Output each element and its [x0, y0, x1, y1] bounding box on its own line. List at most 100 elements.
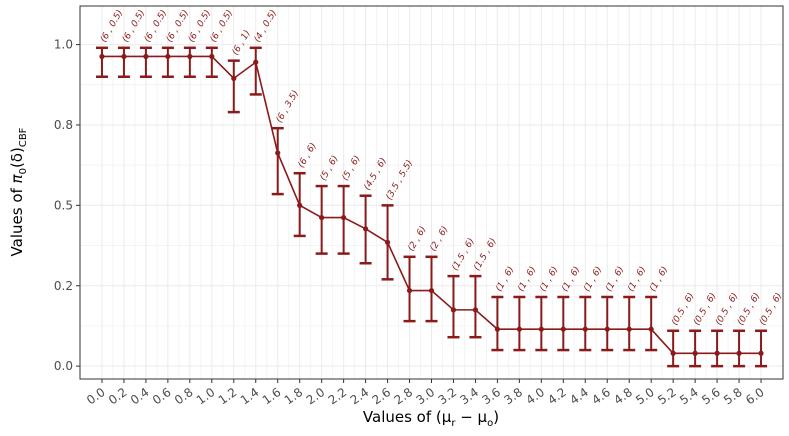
y-axis-title-sub-0: 0 [18, 168, 29, 174]
error-bar [469, 274, 482, 339]
data-point [428, 287, 435, 294]
data-point [648, 326, 654, 332]
data-point [341, 214, 347, 221]
x-tick-label: 4.4 [567, 385, 591, 407]
error-bar [117, 46, 130, 78]
error-bar [271, 126, 284, 196]
x-tick-label: 0.2 [106, 385, 130, 407]
x-tick-label: 1.8 [282, 385, 306, 407]
x-tick-label: 1.4 [238, 385, 262, 407]
data-point [406, 287, 413, 294]
x-axis-title-suffix: ) [493, 408, 499, 426]
y-tick-label: 0.2 [54, 279, 73, 293]
data-point [582, 326, 588, 332]
error-bar [711, 329, 724, 368]
x-axis-title-minus: − [455, 408, 477, 426]
error-bar [601, 295, 614, 352]
error-bar [205, 46, 218, 78]
y-axis-title-pi: π [8, 173, 26, 183]
error-bar [139, 46, 152, 78]
data-point [297, 202, 303, 208]
y-axis-title-sub-cbf: CBF [18, 127, 29, 147]
x-tick-label: 5.4 [677, 385, 701, 407]
data-point [99, 53, 105, 60]
data-point [494, 326, 501, 332]
x-tick-label: 0.0 [84, 385, 108, 407]
y-tick-label: 1.0 [54, 38, 73, 52]
error-bar [579, 295, 592, 352]
x-tick-label: 2.6 [370, 385, 394, 407]
error-bar [183, 46, 196, 78]
x-tick-label: 2.8 [392, 385, 416, 407]
x-tick-label: 2.2 [326, 385, 350, 407]
error-bar [95, 46, 108, 78]
x-tick-label: 1.6 [260, 385, 284, 407]
minor-grid [80, 6, 783, 379]
data-point [275, 150, 281, 156]
x-axis-title-mu-o: μ [478, 408, 488, 426]
data-point [516, 326, 522, 332]
x-axis-title-sub-r: r [451, 418, 456, 429]
data-point [187, 53, 193, 60]
data-point [121, 53, 127, 60]
data-point [231, 75, 237, 81]
error-bar [447, 274, 460, 339]
x-tick-label: 0.8 [172, 385, 196, 407]
x-tick-label: 5.6 [699, 385, 723, 407]
error-bar [227, 59, 240, 114]
x-axis-title-mu-r: μ [442, 408, 452, 426]
y-axis-title-delta: (δ) [8, 147, 26, 168]
x-tick-label: 1.0 [194, 385, 218, 407]
data-point [560, 326, 566, 332]
x-tick-label: 4.0 [523, 385, 547, 407]
x-tick-label: 3.6 [479, 385, 503, 407]
y-tick-label: 0.5 [54, 198, 73, 212]
data-point [450, 307, 457, 313]
x-tick-label: 0.4 [128, 385, 152, 407]
data-point [384, 239, 391, 245]
data-point [758, 350, 764, 356]
x-tick-label: 6.0 [743, 385, 767, 407]
data-point [626, 326, 632, 332]
error-bar [689, 329, 702, 368]
data-point [165, 53, 171, 60]
data-points [99, 53, 764, 356]
error-bar [733, 329, 746, 368]
error-bar [513, 295, 526, 352]
x-tick-label: 0.6 [150, 385, 174, 407]
y-axis-title: Values of π0(δ)CBF [8, 127, 29, 256]
y-tick-label: 0.0 [54, 359, 73, 373]
x-tick-label: 4.2 [545, 385, 569, 407]
data-point [143, 53, 149, 60]
error-bar [755, 329, 768, 368]
data-point [472, 307, 479, 313]
data-point [538, 326, 544, 332]
x-tick-label: 3.2 [436, 385, 460, 407]
data-point [319, 214, 325, 221]
error-bar [491, 295, 504, 352]
x-axis-title: Values of (μr − μo) [363, 408, 499, 429]
x-tick-label: 4.6 [589, 385, 613, 407]
x-tick-label: 2.0 [304, 385, 328, 407]
y-tick-label: 0.8 [54, 118, 73, 132]
x-tick-label: 5.0 [633, 385, 657, 407]
x-tick-label: 3.4 [457, 385, 481, 407]
x-axis-title-sub-o: o [487, 418, 493, 429]
error-bars [95, 46, 768, 368]
x-tick-label: 2.4 [348, 385, 372, 407]
x-tick-label: 1.2 [216, 385, 240, 407]
x-tick-label: 3.0 [414, 385, 438, 407]
data-point [736, 350, 742, 356]
x-tick-label: 4.8 [611, 385, 635, 407]
error-bar [667, 329, 680, 368]
data-point [692, 350, 698, 356]
data-point [670, 350, 676, 356]
error-bar [557, 295, 570, 352]
y-axis-ticks: 0.0 0.2 0.5 0.8 1.0 [54, 38, 80, 373]
error-bar [623, 295, 636, 352]
data-point [604, 326, 610, 332]
x-tick-label: 5.8 [721, 385, 745, 407]
error-bar [161, 46, 174, 78]
error-bar [535, 295, 548, 352]
